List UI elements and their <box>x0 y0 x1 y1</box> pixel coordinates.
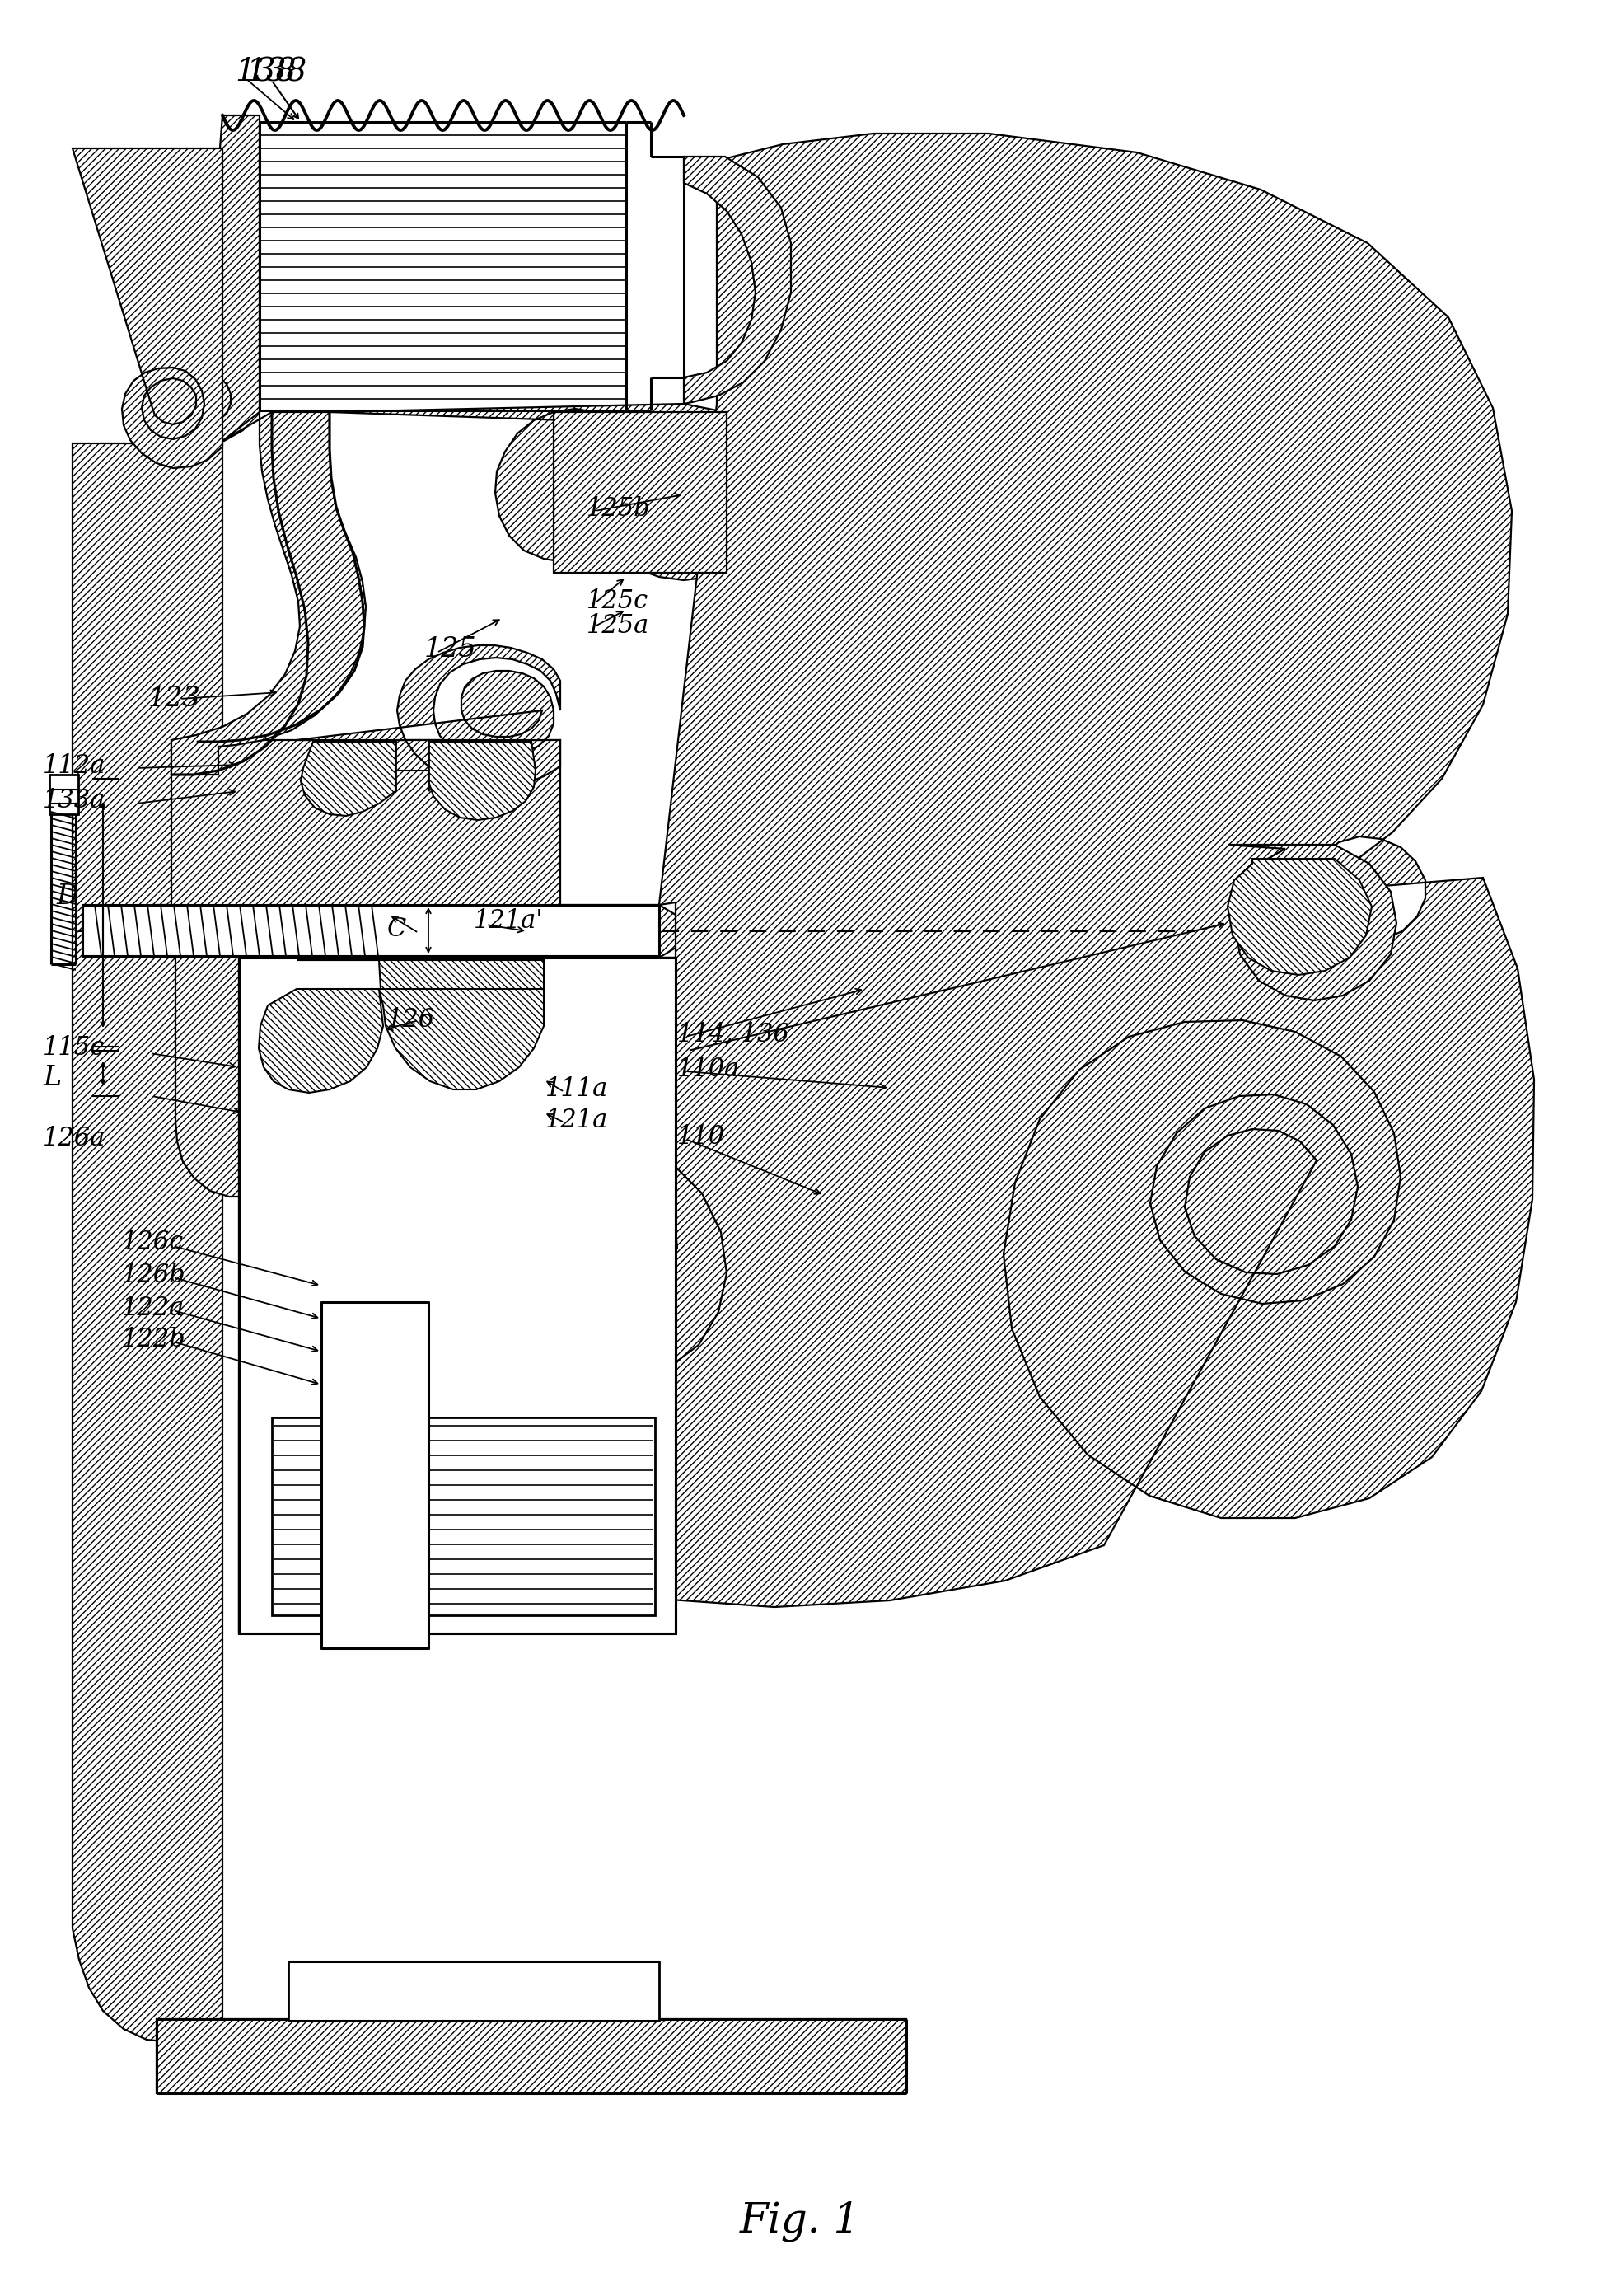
Polygon shape <box>136 739 682 1196</box>
Polygon shape <box>429 742 536 820</box>
Polygon shape <box>171 115 259 443</box>
Polygon shape <box>238 1401 675 1632</box>
Polygon shape <box>171 411 366 774</box>
Text: 121a: 121a <box>546 1109 608 1134</box>
Text: 125: 125 <box>424 636 477 664</box>
Text: 111a: 111a <box>546 1077 608 1102</box>
Polygon shape <box>683 156 790 404</box>
Polygon shape <box>1227 845 1397 1001</box>
Bar <box>238 957 675 1632</box>
Polygon shape <box>238 957 675 1632</box>
Text: 125b: 125b <box>587 496 651 521</box>
Text: 126b: 126b <box>122 1263 186 1288</box>
Text: Fig. 1: Fig. 1 <box>739 2200 861 2241</box>
Bar <box>288 1961 659 2020</box>
Text: 121a': 121a' <box>474 909 544 934</box>
Text: 122b: 122b <box>122 1327 186 1352</box>
Text: L: L <box>43 1065 61 1091</box>
Text: C: C <box>387 916 406 941</box>
Bar <box>82 905 659 955</box>
Text: 126: 126 <box>387 1008 435 1033</box>
Text: D: D <box>56 884 78 909</box>
Bar <box>272 1022 586 1311</box>
Text: 110a: 110a <box>677 1056 741 1081</box>
Text: 133a: 133a <box>43 788 106 813</box>
Polygon shape <box>379 990 544 1091</box>
Text: 138: 138 <box>235 57 296 87</box>
Text: 125c: 125c <box>587 588 648 615</box>
Text: 122a: 122a <box>122 1295 184 1322</box>
Bar <box>554 411 726 572</box>
Bar <box>272 1359 586 1591</box>
Bar <box>272 1417 654 1616</box>
Text: 114, 136: 114, 136 <box>677 1022 789 1047</box>
Bar <box>411 1022 643 1311</box>
Polygon shape <box>296 960 544 1026</box>
Polygon shape <box>322 133 1534 1607</box>
Bar <box>322 1302 429 1649</box>
Polygon shape <box>72 443 222 2041</box>
Text: 112a: 112a <box>43 753 106 778</box>
Text: 115c: 115c <box>43 1035 106 1061</box>
Polygon shape <box>1227 859 1371 976</box>
Text: 110: 110 <box>677 1125 725 1150</box>
Text: 126a: 126a <box>43 1125 106 1153</box>
Text: 126c: 126c <box>122 1231 184 1256</box>
Polygon shape <box>259 990 382 1093</box>
Polygon shape <box>330 404 784 581</box>
Text: 138: 138 <box>245 57 307 87</box>
Polygon shape <box>72 149 222 468</box>
Bar <box>411 1359 643 1591</box>
Text: 123: 123 <box>149 687 202 712</box>
Polygon shape <box>301 742 395 815</box>
Text: 125a: 125a <box>587 613 650 638</box>
Polygon shape <box>157 2018 906 2094</box>
Bar <box>50 774 78 815</box>
Polygon shape <box>296 645 560 790</box>
